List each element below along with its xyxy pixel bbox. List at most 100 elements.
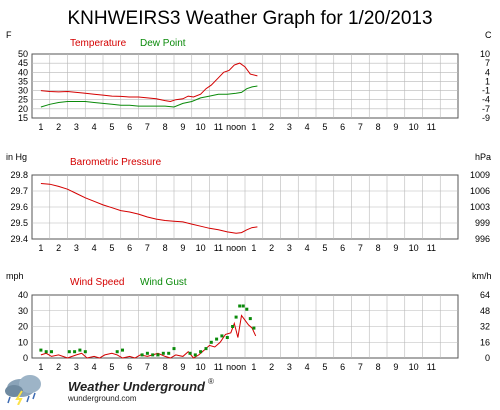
legend-wind-speed: Wind Speed bbox=[70, 277, 124, 288]
x-tick-label: 2 bbox=[269, 243, 274, 253]
y-tick-label-right: 1003 bbox=[470, 202, 490, 212]
wind-gust-point bbox=[73, 350, 77, 354]
x-tick-label: 5 bbox=[322, 243, 327, 253]
wind-gust-point bbox=[252, 326, 256, 330]
wind-right-ticks: 64 48 32 16 0 bbox=[480, 290, 490, 363]
series-line-dew-point bbox=[40, 85, 258, 108]
wind-gust-point bbox=[188, 351, 192, 355]
y-tick-label-left: 29.7 bbox=[10, 186, 28, 196]
x-tick-label: 6 bbox=[127, 122, 132, 132]
legend-wind-gust: Wind Gust bbox=[140, 277, 187, 288]
y-tick-label-right: -1 bbox=[482, 86, 490, 96]
temperature-panel: F C Temperature Dew Point 50454035302520… bbox=[6, 30, 492, 132]
x-tick-label: 3 bbox=[74, 243, 79, 253]
y-tick-label-left: 35 bbox=[18, 76, 28, 86]
x-tick-label: noon bbox=[226, 243, 246, 253]
y-tick-label-left: 15 bbox=[18, 113, 28, 123]
series-line-wind-speed bbox=[40, 314, 257, 359]
temperature-grid bbox=[32, 54, 458, 118]
x-tick-label: 8 bbox=[163, 122, 168, 132]
x-tick-label: 7 bbox=[358, 362, 363, 372]
footer-url: wunderground.com bbox=[67, 394, 137, 403]
y-tick-label-left: 40 bbox=[18, 67, 28, 77]
y-tick-label-right: -9 bbox=[482, 113, 490, 123]
x-tick-label: 4 bbox=[92, 122, 97, 132]
x-tick-label: 9 bbox=[180, 122, 185, 132]
wind-gust-point bbox=[241, 304, 245, 308]
pressure-hour-labels: 1 2 3 4 5 6 7 8 9 10 11 noon 1 2 3 4 5 6 7 8 9 10 11 bbox=[38, 243, 436, 253]
legend-temperature: Temperature bbox=[70, 38, 127, 49]
x-tick-label: 10 bbox=[196, 122, 206, 132]
y-tick-label-right: 1009 bbox=[470, 170, 490, 180]
x-tick-label: 11 bbox=[214, 243, 223, 253]
y-tick-label-right: 0 bbox=[485, 353, 490, 363]
wind-gust-point bbox=[220, 334, 224, 338]
x-tick-label: 5 bbox=[322, 362, 327, 372]
y-tick-label-left: 20 bbox=[18, 104, 28, 114]
wind-gust-point bbox=[238, 304, 242, 308]
y-tick-label-right: 1 bbox=[485, 76, 490, 86]
series-line-temperature bbox=[40, 62, 258, 103]
footer-registered-mark: ® bbox=[208, 377, 214, 386]
x-tick-label: 3 bbox=[287, 122, 292, 132]
y-tick-label-left: 20 bbox=[18, 322, 28, 332]
wind-right-unit: km/h bbox=[472, 271, 492, 281]
series-line-barometric-pressure bbox=[40, 183, 258, 234]
y-tick-label-right: 996 bbox=[475, 234, 490, 244]
y-tick-label-right: 4 bbox=[485, 67, 490, 77]
x-tick-label: 4 bbox=[305, 243, 310, 253]
wind-gust-point bbox=[193, 353, 197, 357]
x-tick-label: 2 bbox=[56, 362, 61, 372]
wind-gust-point bbox=[209, 340, 213, 344]
x-tick-label: 6 bbox=[127, 243, 132, 253]
x-tick-label: 7 bbox=[145, 122, 150, 132]
wind-gust-point bbox=[167, 351, 171, 355]
y-tick-label-left: 25 bbox=[18, 95, 28, 105]
y-tick-label-left: 0 bbox=[23, 353, 28, 363]
wind-gust-point bbox=[67, 350, 71, 354]
x-tick-label: 4 bbox=[92, 362, 97, 372]
y-tick-label-left: 29.8 bbox=[10, 170, 28, 180]
x-tick-label: 3 bbox=[287, 362, 292, 372]
wind-grid bbox=[32, 295, 458, 358]
y-tick-label-right: 48 bbox=[480, 306, 490, 316]
x-tick-label: 10 bbox=[409, 243, 419, 253]
wind-gust-point bbox=[231, 325, 235, 328]
wind-gust-point bbox=[78, 348, 82, 352]
wind-gust-point bbox=[115, 350, 119, 354]
x-tick-label: 10 bbox=[196, 362, 206, 372]
wind-gust-point bbox=[215, 337, 219, 341]
y-tick-label-right: 7 bbox=[485, 58, 490, 68]
x-tick-label: 10 bbox=[409, 362, 419, 372]
y-tick-label-left: 29.6 bbox=[10, 202, 28, 212]
x-tick-label: 7 bbox=[358, 122, 363, 132]
x-tick-label: 4 bbox=[305, 362, 310, 372]
weather-underground-logo: Weather Underground ® wunderground.com bbox=[5, 375, 214, 406]
y-tick-label-left: 30 bbox=[18, 306, 28, 316]
y-tick-label-left: 10 bbox=[18, 337, 28, 347]
legend-dew-point: Dew Point bbox=[140, 38, 186, 49]
x-tick-label: 2 bbox=[56, 243, 61, 253]
x-tick-label: 2 bbox=[269, 122, 274, 132]
wind-gust-point bbox=[39, 348, 43, 352]
wind-left-unit: mph bbox=[6, 271, 24, 281]
y-tick-label-right: -7 bbox=[482, 104, 490, 114]
wind-hour-labels: 1 2 3 4 5 6 7 8 9 10 11 noon 1 2 3 4 5 6 7 8 9 10 11 bbox=[38, 362, 436, 372]
y-tick-label-right: -4 bbox=[482, 95, 490, 105]
wind-series bbox=[39, 304, 257, 359]
wind-gust-point bbox=[50, 350, 53, 354]
x-tick-label: 5 bbox=[109, 122, 114, 132]
x-tick-label: 7 bbox=[145, 243, 150, 253]
y-tick-label-right: 10 bbox=[480, 49, 490, 59]
pressure-right-ticks: 1009 1006 1003 999 996 bbox=[470, 170, 490, 244]
x-tick-label: noon bbox=[226, 362, 246, 372]
wind-gust-point bbox=[44, 350, 48, 354]
wind-gust-point bbox=[204, 347, 208, 351]
wind-gust-point bbox=[234, 315, 238, 319]
y-tick-label-left: 50 bbox=[18, 49, 28, 59]
temperature-series bbox=[40, 62, 258, 108]
x-tick-label: 7 bbox=[145, 362, 150, 372]
x-tick-label: 8 bbox=[163, 243, 168, 253]
x-tick-label: 1 bbox=[251, 243, 256, 253]
